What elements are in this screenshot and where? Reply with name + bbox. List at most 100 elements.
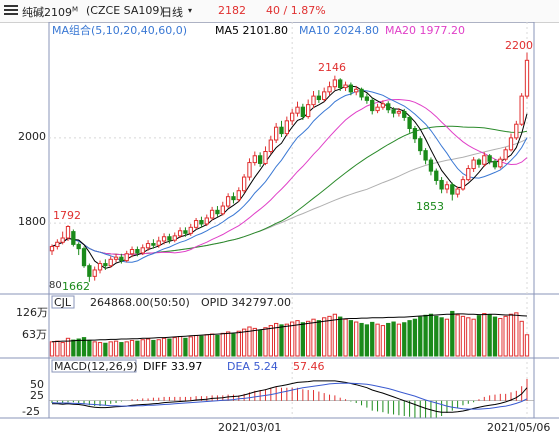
- volume-bar: [199, 335, 204, 357]
- ma5-legend: MA5 2101.80: [215, 24, 288, 37]
- candle-body: [375, 106, 380, 112]
- volume-bar: [503, 315, 508, 357]
- candle-body: [65, 225, 71, 239]
- volume-bar: [354, 321, 359, 357]
- volume-bar: [60, 342, 65, 357]
- volume-bar: [279, 324, 284, 357]
- volume-bar: [231, 333, 236, 357]
- high-annotation-mid: 2146: [318, 61, 346, 74]
- candle-body: [343, 84, 348, 89]
- candle-body: [193, 220, 199, 228]
- candle-body: [402, 110, 407, 118]
- candle-body: [274, 126, 279, 141]
- chevron-down-icon[interactable]: ▾: [188, 6, 193, 15]
- symbol-name[interactable]: 纯碱2109M: [22, 4, 78, 20]
- candle-body: [498, 158, 503, 168]
- macd-value: 57.46: [293, 360, 325, 373]
- candle-body: [519, 95, 524, 125]
- candle-body: [482, 155, 487, 165]
- volume-bar: [49, 341, 55, 357]
- volume-bar: [434, 315, 439, 357]
- candle-body: [209, 209, 215, 219]
- volume-bar: [92, 341, 97, 357]
- volume-bar: [177, 336, 183, 357]
- dea-value: DEA 5.24: [227, 360, 278, 373]
- volume-bar: [247, 326, 252, 357]
- candle-body: [225, 196, 231, 207]
- volume-bar: [428, 313, 434, 357]
- volume-bar: [236, 330, 241, 357]
- candle-body: [188, 226, 193, 234]
- macd-indicator-name[interactable]: MACD(12,26,9): [54, 360, 138, 373]
- volume-bar: [396, 323, 402, 357]
- grid-lines: [49, 22, 534, 418]
- volume-bar: [380, 325, 386, 357]
- volume-bar: [257, 330, 263, 357]
- candle-body: [156, 240, 161, 246]
- candle-body: [204, 217, 209, 225]
- candle-body: [119, 256, 124, 262]
- candle-body: [97, 263, 103, 271]
- candle-body: [386, 103, 391, 111]
- candle-body: [145, 243, 151, 249]
- kline-chart[interactable]: MA组合(5,10,20,40,60,0) MA5 2101.80 MA10 2…: [0, 22, 559, 435]
- title-bar: 纯碱2109M (CZCE SA109) 日线 ▾ 2182 40 / 1.87…: [0, 0, 559, 23]
- volume-bar: [423, 314, 428, 357]
- candle-body: [167, 236, 172, 241]
- candle-body: [87, 265, 92, 277]
- moving-average-lines: [51, 85, 528, 269]
- ma10-line: [51, 89, 528, 263]
- candle-body: [444, 184, 450, 190]
- volume-bar: [135, 340, 140, 357]
- volume-bar: [65, 337, 71, 357]
- hamburger-menu-icon[interactable]: [4, 4, 18, 16]
- candle-body: [322, 91, 327, 101]
- candle-body: [241, 176, 247, 192]
- volume-bar: [322, 317, 327, 357]
- candle-body: [113, 256, 119, 260]
- low-annotation-left: 1662: [62, 280, 90, 293]
- candle-body: [359, 88, 364, 98]
- candle-body: [306, 104, 311, 118]
- period-selector[interactable]: 日线: [161, 6, 183, 19]
- candle-body: [396, 110, 402, 114]
- candle-body: [140, 247, 145, 254]
- volume-bar: [338, 316, 343, 357]
- volume-bar: [482, 313, 487, 357]
- candle-body: [434, 170, 439, 181]
- volume-bar: [97, 342, 103, 357]
- volume-bar: [450, 310, 455, 357]
- volume-bar: [71, 339, 76, 357]
- ma-group-label[interactable]: MA组合(5,10,20,40,60,0): [52, 23, 187, 37]
- volume-series: [49, 310, 530, 357]
- volume-bar: [492, 316, 498, 357]
- candle-body: [354, 88, 359, 93]
- candle-body: [263, 151, 268, 164]
- volume-bar: [418, 316, 423, 357]
- candle-body: [161, 236, 167, 242]
- volume-indicator-box[interactable]: [51, 295, 75, 309]
- candle-body: [450, 184, 455, 195]
- candle-body: [348, 84, 354, 93]
- volume-bar: [172, 337, 177, 357]
- volume-bar: [412, 318, 418, 357]
- volume-bar: [327, 315, 332, 357]
- macd-tick-50: 50: [30, 378, 44, 391]
- volume-bar: [151, 339, 156, 357]
- volume-bar: [161, 337, 167, 357]
- volume-bar: [268, 325, 273, 357]
- volume-bar: [407, 320, 412, 357]
- volume-bar: [103, 342, 108, 357]
- candle-body: [55, 241, 60, 248]
- volume-bar: [263, 327, 268, 357]
- volume-tick-63: 63万: [22, 328, 47, 341]
- candle-body: [151, 243, 156, 246]
- opi-value: OPID 342797.00: [201, 296, 291, 309]
- volume-indicator-name[interactable]: CJL: [54, 296, 72, 309]
- volume-bar: [119, 342, 124, 357]
- volume-bar: [87, 339, 92, 357]
- high-annotation-right: 2200: [505, 39, 533, 52]
- candle-body: [332, 79, 338, 88]
- macd-indicator-box[interactable]: [51, 359, 137, 373]
- volume-bar: [471, 318, 476, 357]
